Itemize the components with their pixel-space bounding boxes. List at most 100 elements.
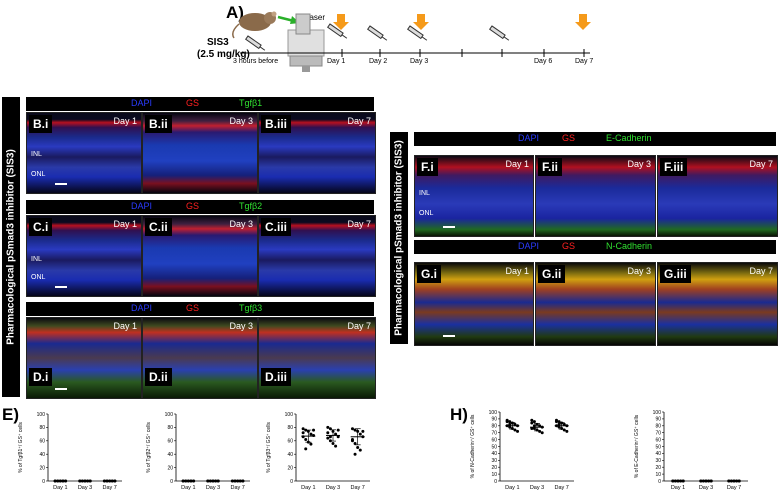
data-point: [304, 428, 308, 432]
timeline-diagram: [232, 11, 591, 72]
y-tick-label: 40: [491, 451, 497, 457]
panel-h-label: H): [450, 405, 468, 424]
y-tick-label: 60: [287, 439, 293, 445]
y-tick-label: 100: [653, 410, 662, 416]
y-tick-label: 20: [655, 465, 661, 471]
x-tick-label: Day 1: [505, 485, 519, 491]
y-tick-label: 0: [658, 479, 661, 485]
y-tick-label: 100: [285, 412, 294, 418]
y-tick-label: 0: [290, 479, 293, 485]
y-tick-label: 60: [491, 437, 497, 443]
data-point: [510, 427, 514, 431]
data-point: [510, 421, 514, 425]
y-tick-label: 20: [39, 465, 45, 471]
laser-device-icon: [287, 13, 325, 72]
data-point: [562, 428, 566, 432]
data-point: [358, 432, 362, 436]
micrograph-c-iii: C.iii Day 7: [258, 215, 376, 297]
timeline-day-1: Day 1: [327, 58, 346, 65]
data-point: [538, 429, 542, 433]
chart-h1: % of N-Cadherin⁺/ GS⁺ cells 0102030405060…: [470, 410, 574, 491]
x-tick-label: Day 3: [78, 485, 92, 491]
x-tick-label: Day 1: [671, 485, 685, 491]
data-point: [535, 428, 539, 432]
x-tick-label: Day 7: [230, 485, 244, 491]
data-point: [328, 439, 332, 443]
y-axis-label: % of Tgfβ2⁺/ GS⁺ cells: [146, 422, 152, 473]
drug-name: SIS3: [207, 37, 229, 48]
stain-header-g: DAPI GS N-Cadherin: [414, 240, 776, 254]
data-point: [540, 431, 544, 435]
x-tick-label: Day 7: [554, 485, 568, 491]
data-point: [328, 427, 332, 431]
chart-e1: % of Tgfβ1⁺/ GS⁺ cells 0 20 40 60 80 100 Day 1 D…: [18, 412, 122, 491]
y-tick-label: 60: [39, 439, 45, 445]
x-tick-label: Day 7: [727, 485, 741, 491]
y-tick-label: 40: [39, 452, 45, 458]
y-tick-label: 30: [655, 458, 661, 464]
y-tick-label: 0: [170, 479, 173, 485]
stain-header-f: DAPI GS E-Cadherin: [414, 132, 776, 146]
x-tick-label: Day 3: [326, 485, 340, 491]
data-point: [560, 427, 564, 431]
data-point: [530, 427, 534, 431]
data-point: [358, 448, 362, 452]
x-tick-label: Day 3: [699, 485, 713, 491]
timeline-pre-label: 3 hours before: [233, 58, 279, 65]
stain-header-b: DAPI GS Tgfβ1: [26, 97, 374, 111]
x-tick-label: Day 1: [301, 485, 315, 491]
y-axis-label: % of Tgfβ1⁺/ GS⁺ cells: [18, 422, 24, 473]
x-tick-label: Day 1: [181, 485, 195, 491]
data-point: [334, 432, 338, 436]
data-point: [513, 428, 517, 432]
y-tick-label: 70: [491, 431, 497, 437]
data-point: [557, 425, 561, 429]
y-tick-label: 90: [491, 417, 497, 423]
timeline-day-7: Day 7: [575, 58, 594, 65]
data-point: [532, 427, 536, 431]
y-tick-label: 10: [491, 472, 497, 478]
data-point: [505, 420, 509, 424]
data-point: [508, 422, 512, 426]
panel-a-label: A): [226, 3, 244, 22]
data-point: [326, 431, 330, 435]
data-point: [336, 435, 340, 439]
y-tick-label: 80: [491, 424, 497, 430]
data-point: [350, 439, 354, 443]
data-point: [301, 431, 305, 435]
data-point: [557, 420, 561, 424]
y-tick-label: 40: [167, 452, 173, 458]
micrograph-b-iii: B.iii Day 7: [258, 112, 376, 194]
y-tick-label: 40: [655, 451, 661, 457]
panel-e-label: E): [2, 405, 19, 424]
data-point: [331, 441, 335, 445]
micrograph-d-iii: D.iii Day 7: [258, 317, 376, 399]
y-tick-label: 60: [167, 439, 173, 445]
y-tick-label: 50: [491, 444, 497, 450]
y-tick-label: 80: [287, 425, 293, 431]
y-tick-label: 100: [165, 412, 174, 418]
data-point: [530, 421, 534, 425]
data-point: [538, 424, 542, 428]
micrograph-f-i: F.i Day 1 INL ONL: [414, 155, 534, 237]
data-point: [353, 452, 357, 456]
data-point: [560, 421, 564, 425]
micrograph-g-ii: G.ii Day 3: [535, 262, 656, 346]
left-vertical-title: Pharmacological pSmad3 inhibitor (SIS3): [2, 97, 20, 397]
y-tick-label: 100: [489, 410, 498, 416]
y-tick-label: 100: [37, 412, 46, 418]
data-point: [532, 420, 536, 424]
micrograph-g-i: G.i Day 1: [414, 262, 534, 346]
data-point: [304, 447, 308, 451]
data-point: [306, 440, 310, 444]
micrograph-b-ii: B.ii Day 3: [142, 112, 258, 194]
y-axis-label: % of Tgfβ3⁺/ GS⁺ cells: [266, 422, 272, 473]
data-point: [326, 425, 330, 429]
x-tick-label: Day 3: [206, 485, 220, 491]
micrograph-c-ii: C.ii Day 3: [142, 215, 258, 297]
micrograph-f-iii: F.iii Day 7: [657, 155, 778, 237]
data-point: [309, 442, 313, 446]
x-tick-label: Day 1: [53, 485, 67, 491]
timeline-day-2: Day 2: [369, 58, 388, 65]
micrograph-d-ii: D.ii Day 3: [142, 317, 258, 399]
